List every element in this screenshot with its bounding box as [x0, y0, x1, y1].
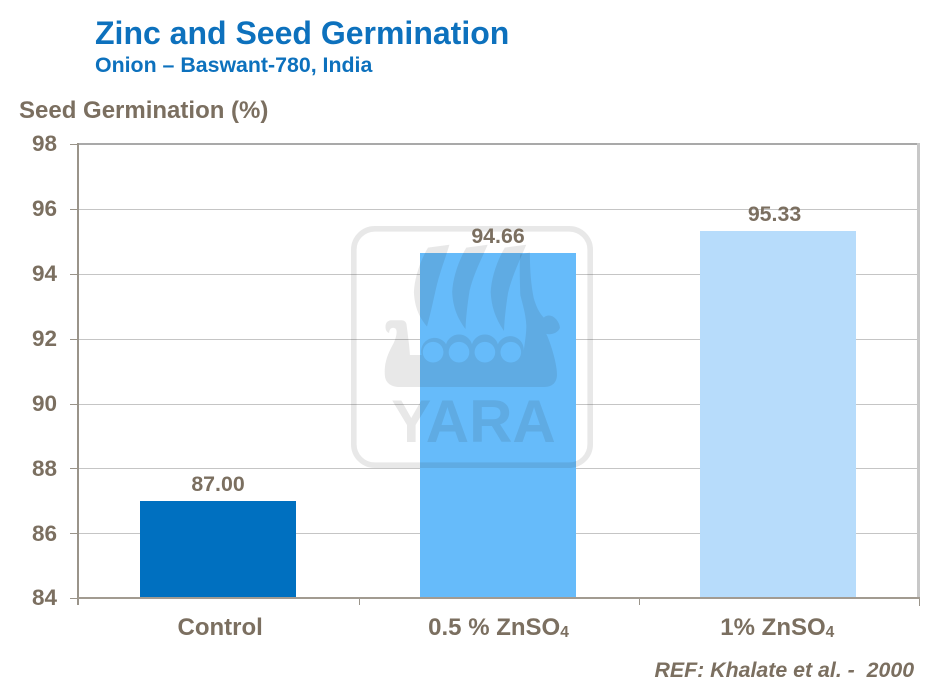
svg-text:YARA: YARA	[391, 388, 556, 455]
